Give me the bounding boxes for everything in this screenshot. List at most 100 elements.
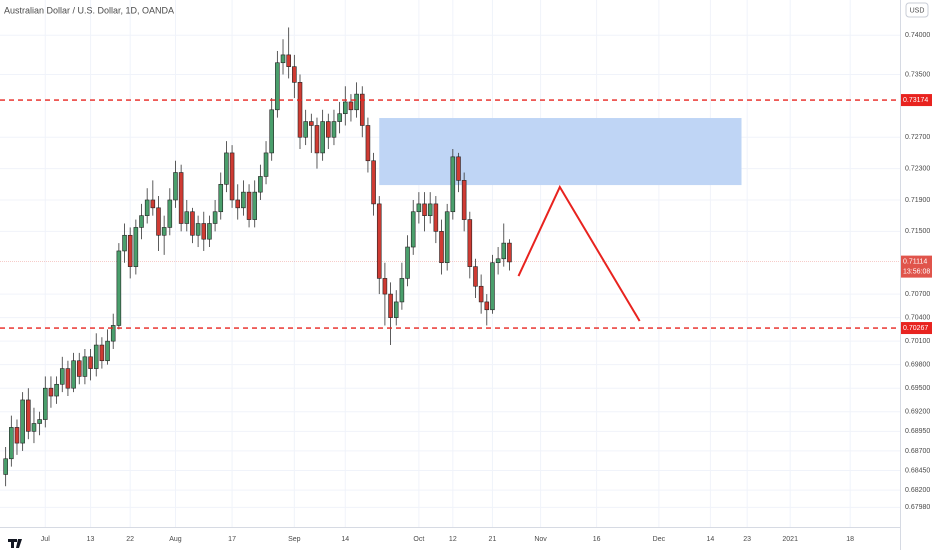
last-price-tag (901, 255, 932, 278)
candle-body (127, 234, 133, 267)
y-tick-label: 0.74000 (905, 32, 930, 39)
candle-body (252, 191, 257, 220)
y-tick-label: 0.69500 (905, 385, 930, 392)
candle-body (444, 211, 450, 264)
candle-body (139, 215, 144, 228)
candle-body (88, 356, 93, 369)
candle-body (501, 242, 507, 260)
candle-body (110, 325, 116, 342)
candle-body (184, 211, 190, 224)
y-tick-label: 0.71500 (905, 228, 930, 235)
candle-body (337, 113, 342, 122)
candle-body (156, 207, 161, 236)
y-tick-label: 0.70400 (905, 314, 930, 321)
candle-body (507, 242, 512, 263)
zone (379, 118, 742, 186)
candle-body (343, 101, 348, 115)
x-tick-label: 2021 (782, 536, 798, 543)
candle-body (484, 301, 490, 311)
candle-body (105, 340, 110, 362)
candle-body (190, 211, 195, 236)
y-tick-label: 0.73500 (905, 71, 930, 78)
candle-body (3, 458, 8, 475)
candle-body (54, 383, 59, 397)
y-tick-label: 0.70700 (905, 291, 930, 298)
candle-body (359, 93, 365, 126)
candle-body (229, 152, 235, 201)
countdown-label: 13:56:08 (903, 268, 930, 275)
x-tick-label: Oct (413, 536, 424, 543)
logo (8, 539, 22, 548)
level-label: 0.70267 (903, 325, 928, 332)
candle-body (297, 82, 303, 138)
y-tick-label: 0.69800 (905, 362, 930, 369)
candle-body (195, 223, 201, 236)
candle-body (416, 203, 422, 213)
y-tick-label: 0.71900 (905, 197, 930, 204)
level-label: 0.73174 (903, 97, 928, 104)
candle-body (348, 101, 354, 111)
candle-body (93, 344, 99, 369)
x-tick-label: 17 (228, 536, 236, 543)
candle-body (258, 176, 263, 193)
candle-body (376, 203, 382, 279)
candle-body (224, 152, 229, 185)
candle-body (399, 278, 405, 303)
y-tick-label: 0.68950 (905, 428, 930, 435)
candle-body (150, 199, 156, 209)
y-tick-label: 0.68450 (905, 467, 930, 474)
candle-body (212, 211, 218, 224)
x-tick-label: Dec (653, 536, 666, 543)
candle-body (122, 234, 127, 252)
candle-body (133, 227, 139, 267)
candle-body (365, 125, 371, 162)
candle-body (478, 285, 484, 303)
candle-body (309, 121, 314, 126)
candle-body (178, 172, 184, 224)
y-tick-label: 0.72300 (905, 165, 930, 172)
candle-body (9, 427, 14, 460)
candle-body (467, 219, 473, 267)
candle-body (427, 203, 433, 216)
projection (517, 184, 641, 322)
chart-title: Australian Dollar / U.S. Dollar, 1D, OAN… (4, 5, 174, 15)
level-tag (901, 94, 932, 107)
x-tick-label: 13 (87, 536, 95, 543)
candle-body (456, 156, 461, 181)
candle-body (303, 121, 308, 138)
candle-body (82, 356, 88, 377)
candle-body (393, 301, 399, 318)
x-tick-label: 23 (743, 536, 751, 543)
last-price-label: 0.71114 (903, 258, 927, 265)
candle-body (371, 160, 376, 205)
grid (0, 0, 900, 527)
y-tick-label: 0.68700 (905, 448, 930, 455)
candle-body (246, 191, 252, 220)
x-tick-label: Sep (288, 536, 301, 543)
x-tick-label: 14 (341, 536, 349, 543)
candle-body (292, 66, 297, 83)
currency-box[interactable] (905, 2, 929, 18)
candle-body (161, 227, 167, 236)
level-tag (901, 322, 932, 335)
candle-body (48, 387, 54, 397)
candle-body (37, 419, 42, 424)
candle-body (405, 246, 410, 279)
x-tick-label: Aug (169, 536, 182, 543)
candle-body (65, 368, 71, 389)
x-tick-label: 18 (846, 536, 854, 543)
candle-body (59, 368, 65, 385)
candle-body (326, 121, 331, 138)
y-tick-label: 0.72700 (905, 134, 930, 141)
candle-body (269, 109, 274, 154)
candle-body (116, 250, 122, 326)
candle-body (461, 180, 467, 220)
candle-body (331, 121, 337, 138)
candle-body (354, 93, 359, 111)
candle-body (263, 152, 269, 177)
candle-body (422, 203, 427, 216)
candle-body (76, 360, 82, 377)
